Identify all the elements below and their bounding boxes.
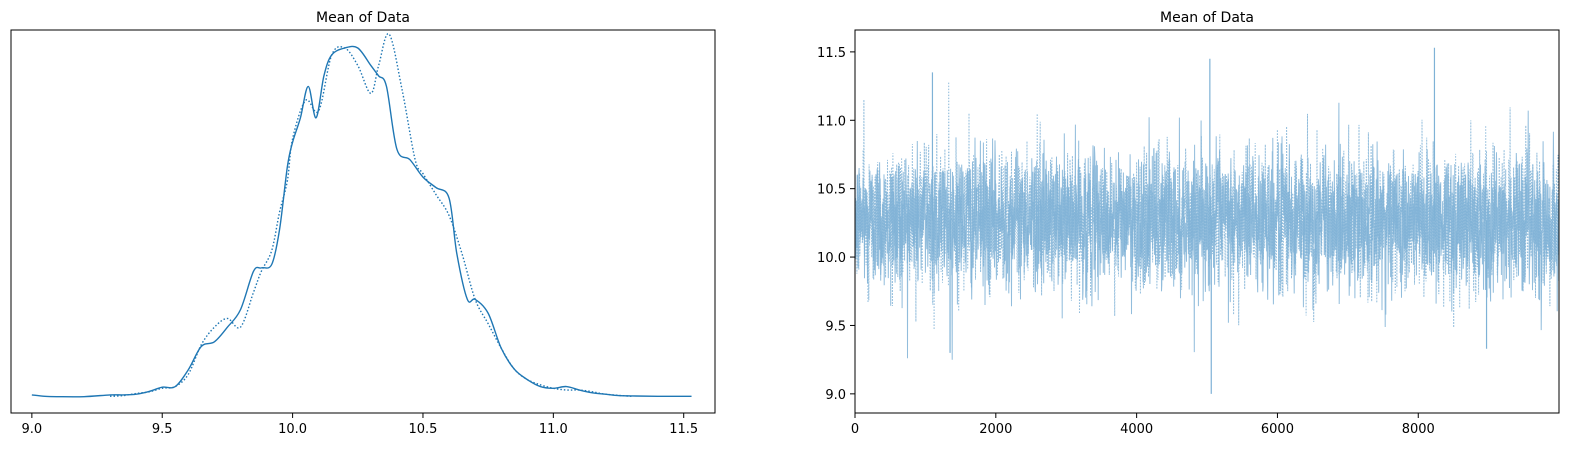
density-x-ticks: 9.0 9.5 10.0 10.5 11.0 11.5 bbox=[22, 413, 698, 437]
trace-x-tick-label: 2000 bbox=[979, 422, 1012, 437]
density-x-tick-label: 9.5 bbox=[152, 422, 173, 437]
density-x-tick-label: 11.0 bbox=[539, 422, 568, 437]
density-axes-frame bbox=[10, 29, 716, 414]
trace-y-tick-label: 9.0 bbox=[825, 388, 846, 403]
trace-y-ticks: 9.0 9.5 10.0 10.5 11.0 11.5 bbox=[817, 46, 855, 403]
trace-y-tick-label: 9.5 bbox=[825, 319, 846, 334]
trace-chain-dotted bbox=[854, 81, 1560, 330]
trace-axes-frame bbox=[854, 29, 1560, 414]
trace-x-tick-label: 6000 bbox=[1261, 422, 1294, 437]
trace-x-tick-label: 8000 bbox=[1402, 422, 1435, 437]
trace-y-tick-label: 11.0 bbox=[817, 114, 846, 129]
trace-y-tick-label: 10.0 bbox=[817, 251, 846, 266]
trace-x-tick-label: 4000 bbox=[1120, 422, 1153, 437]
density-x-tick-label: 10.5 bbox=[408, 422, 437, 437]
density-title: Mean of Data bbox=[316, 10, 410, 26]
density-x-tick-label: 9.0 bbox=[22, 422, 43, 437]
density-panel: Mean of Data 9.0 9.5 10.0 10.5 11.0 11.5 bbox=[10, 10, 716, 437]
trace-y-tick-label: 10.5 bbox=[817, 183, 846, 198]
trace-panel: Mean of Data 0 2000 4000 6000 8000 9.0 9.5 10.… bbox=[817, 10, 1560, 437]
density-curve-solid bbox=[31, 45, 692, 398]
trace-plot-area bbox=[854, 47, 1560, 394]
trace-title: Mean of Data bbox=[1160, 10, 1254, 26]
density-x-tick-label: 11.5 bbox=[669, 422, 698, 437]
trace-y-tick-label: 11.5 bbox=[817, 46, 846, 61]
density-x-tick-label: 10.0 bbox=[278, 422, 307, 437]
density-curve-dotted bbox=[110, 33, 632, 398]
density-plot-area bbox=[31, 33, 692, 398]
trace-x-tick-label: 0 bbox=[851, 422, 859, 437]
trace-x-ticks: 0 2000 4000 6000 8000 bbox=[851, 413, 1435, 437]
